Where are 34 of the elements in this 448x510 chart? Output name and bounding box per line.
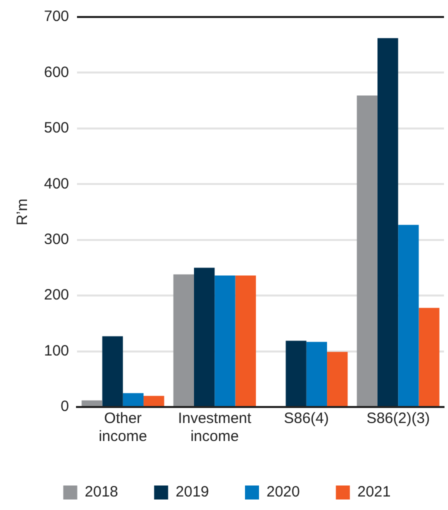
x-tick-label: S86(4) (284, 410, 329, 428)
y-tick-label: 700 (44, 8, 70, 26)
legend-label: 2019 (176, 484, 210, 501)
bar (235, 276, 256, 406)
y-axis-title: R’m (14, 198, 32, 226)
bar (306, 342, 328, 406)
bar (286, 340, 306, 406)
bar (214, 276, 236, 406)
legend-label: 2020 (266, 484, 300, 501)
legend-label: 2018 (84, 484, 118, 501)
y-tick-label: 200 (44, 286, 70, 304)
category-label: Other (104, 410, 142, 428)
bar (194, 268, 215, 406)
y-tick-label: 300 (44, 231, 70, 248)
y-tick-label: 400 (44, 175, 70, 192)
bar (398, 224, 419, 406)
category-label: Investment (178, 410, 252, 428)
y-tick-label: 600 (44, 64, 70, 81)
bar (122, 393, 144, 406)
category-label: income (190, 428, 239, 446)
bar (82, 400, 102, 406)
y-tick-label: 0 (60, 398, 70, 416)
bar (377, 38, 398, 406)
bar (173, 274, 194, 406)
bar (144, 396, 164, 406)
category-label: income (98, 428, 148, 446)
legend-label: 2021 (357, 484, 391, 501)
bar (327, 352, 348, 406)
bar (418, 308, 440, 406)
y-tick-label: 500 (44, 120, 70, 137)
x-tick-label: S86(2)(3) (366, 410, 430, 428)
y-tick-label: 100 (44, 342, 70, 360)
bar (102, 336, 123, 406)
bar (356, 96, 378, 406)
